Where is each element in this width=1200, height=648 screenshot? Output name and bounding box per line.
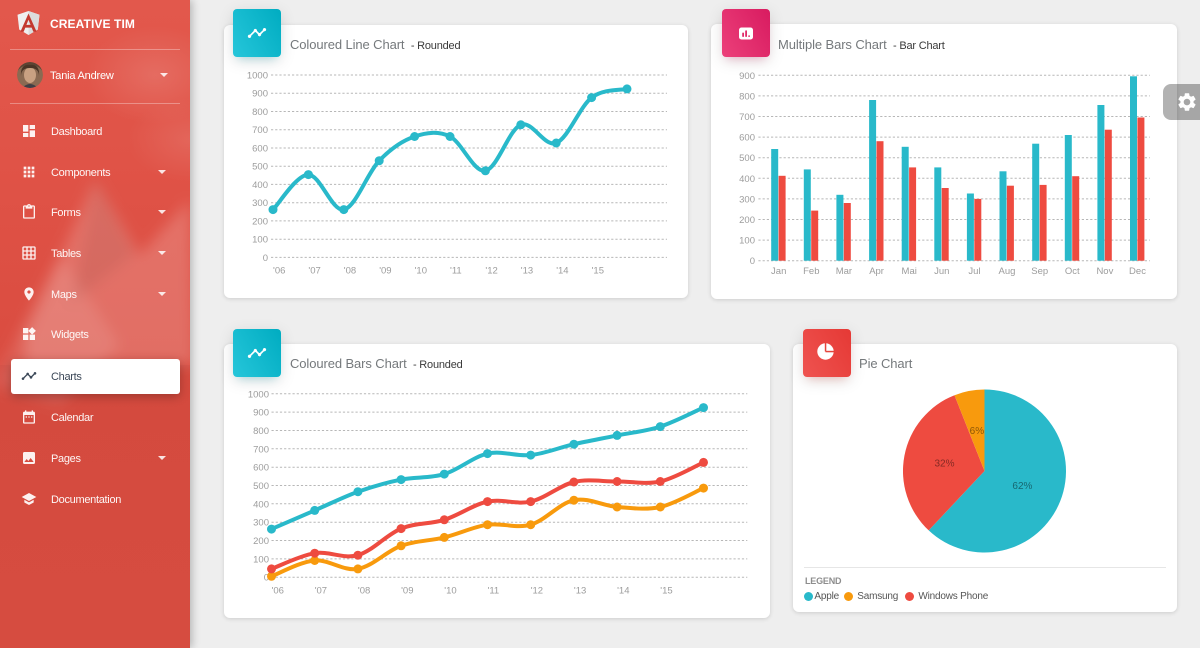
svg-text:'13: '13 bbox=[521, 266, 533, 277]
svg-text:900: 900 bbox=[739, 71, 755, 82]
svg-text:Jul: Jul bbox=[968, 266, 980, 277]
svg-text:'12: '12 bbox=[485, 266, 497, 277]
svg-text:300: 300 bbox=[739, 194, 755, 205]
svg-text:'08: '08 bbox=[358, 586, 370, 597]
svg-text:'06: '06 bbox=[273, 266, 285, 277]
svg-text:0: 0 bbox=[750, 256, 755, 267]
svg-text:900: 900 bbox=[252, 89, 268, 100]
svg-text:Mai: Mai bbox=[902, 266, 917, 277]
svg-text:Jan: Jan bbox=[771, 266, 786, 277]
svg-text:Mar: Mar bbox=[836, 266, 852, 277]
svg-text:'10: '10 bbox=[415, 266, 427, 277]
svg-text:100: 100 bbox=[253, 554, 269, 565]
svg-text:500: 500 bbox=[252, 162, 268, 173]
svg-text:Oct: Oct bbox=[1065, 266, 1080, 277]
svg-text:900: 900 bbox=[253, 408, 269, 419]
svg-text:600: 600 bbox=[253, 463, 269, 474]
svg-text:1000: 1000 bbox=[248, 389, 269, 400]
svg-text:'14: '14 bbox=[556, 266, 568, 277]
svg-text:'11: '11 bbox=[488, 586, 500, 597]
svg-text:400: 400 bbox=[252, 180, 268, 191]
svg-text:32%: 32% bbox=[934, 458, 954, 469]
svg-text:600: 600 bbox=[739, 133, 755, 144]
svg-text:'15: '15 bbox=[660, 586, 672, 597]
svg-text:400: 400 bbox=[253, 499, 269, 510]
svg-text:500: 500 bbox=[739, 153, 755, 164]
svg-text:500: 500 bbox=[253, 481, 269, 492]
svg-text:'13: '13 bbox=[574, 586, 586, 597]
svg-text:800: 800 bbox=[253, 426, 269, 437]
svg-text:Apr: Apr bbox=[869, 266, 884, 277]
svg-text:'11: '11 bbox=[450, 266, 462, 277]
svg-text:'06: '06 bbox=[272, 586, 284, 597]
svg-text:0: 0 bbox=[264, 573, 269, 584]
svg-text:Dec: Dec bbox=[1129, 266, 1146, 277]
svg-text:Aug: Aug bbox=[999, 266, 1016, 277]
svg-text:200: 200 bbox=[253, 536, 269, 547]
svg-text:'09: '09 bbox=[401, 586, 413, 597]
svg-text:800: 800 bbox=[739, 91, 755, 102]
svg-text:Nov: Nov bbox=[1096, 266, 1113, 277]
svg-text:'08: '08 bbox=[344, 266, 356, 277]
svg-text:0: 0 bbox=[263, 253, 268, 264]
svg-text:600: 600 bbox=[252, 144, 268, 155]
svg-text:62%: 62% bbox=[1012, 481, 1032, 492]
svg-text:'12: '12 bbox=[531, 586, 543, 597]
svg-text:700: 700 bbox=[739, 112, 755, 123]
svg-text:300: 300 bbox=[253, 518, 269, 529]
svg-text:'07: '07 bbox=[315, 586, 327, 597]
svg-text:Jun: Jun bbox=[934, 266, 949, 277]
svg-text:'09: '09 bbox=[379, 266, 391, 277]
svg-text:6%: 6% bbox=[970, 426, 985, 437]
svg-text:200: 200 bbox=[739, 215, 755, 226]
svg-text:300: 300 bbox=[252, 198, 268, 209]
svg-text:'07: '07 bbox=[308, 266, 320, 277]
svg-text:400: 400 bbox=[739, 174, 755, 185]
svg-text:800: 800 bbox=[252, 107, 268, 118]
svg-text:1000: 1000 bbox=[247, 71, 268, 82]
svg-text:100: 100 bbox=[252, 235, 268, 246]
svg-text:100: 100 bbox=[739, 236, 755, 247]
svg-text:700: 700 bbox=[252, 125, 268, 136]
svg-text:Feb: Feb bbox=[803, 266, 819, 277]
svg-text:'15: '15 bbox=[592, 266, 604, 277]
svg-text:'14: '14 bbox=[617, 586, 629, 597]
svg-text:200: 200 bbox=[252, 216, 268, 227]
svg-text:'10: '10 bbox=[444, 586, 456, 597]
svg-text:Sep: Sep bbox=[1031, 266, 1048, 277]
svg-text:700: 700 bbox=[253, 444, 269, 455]
